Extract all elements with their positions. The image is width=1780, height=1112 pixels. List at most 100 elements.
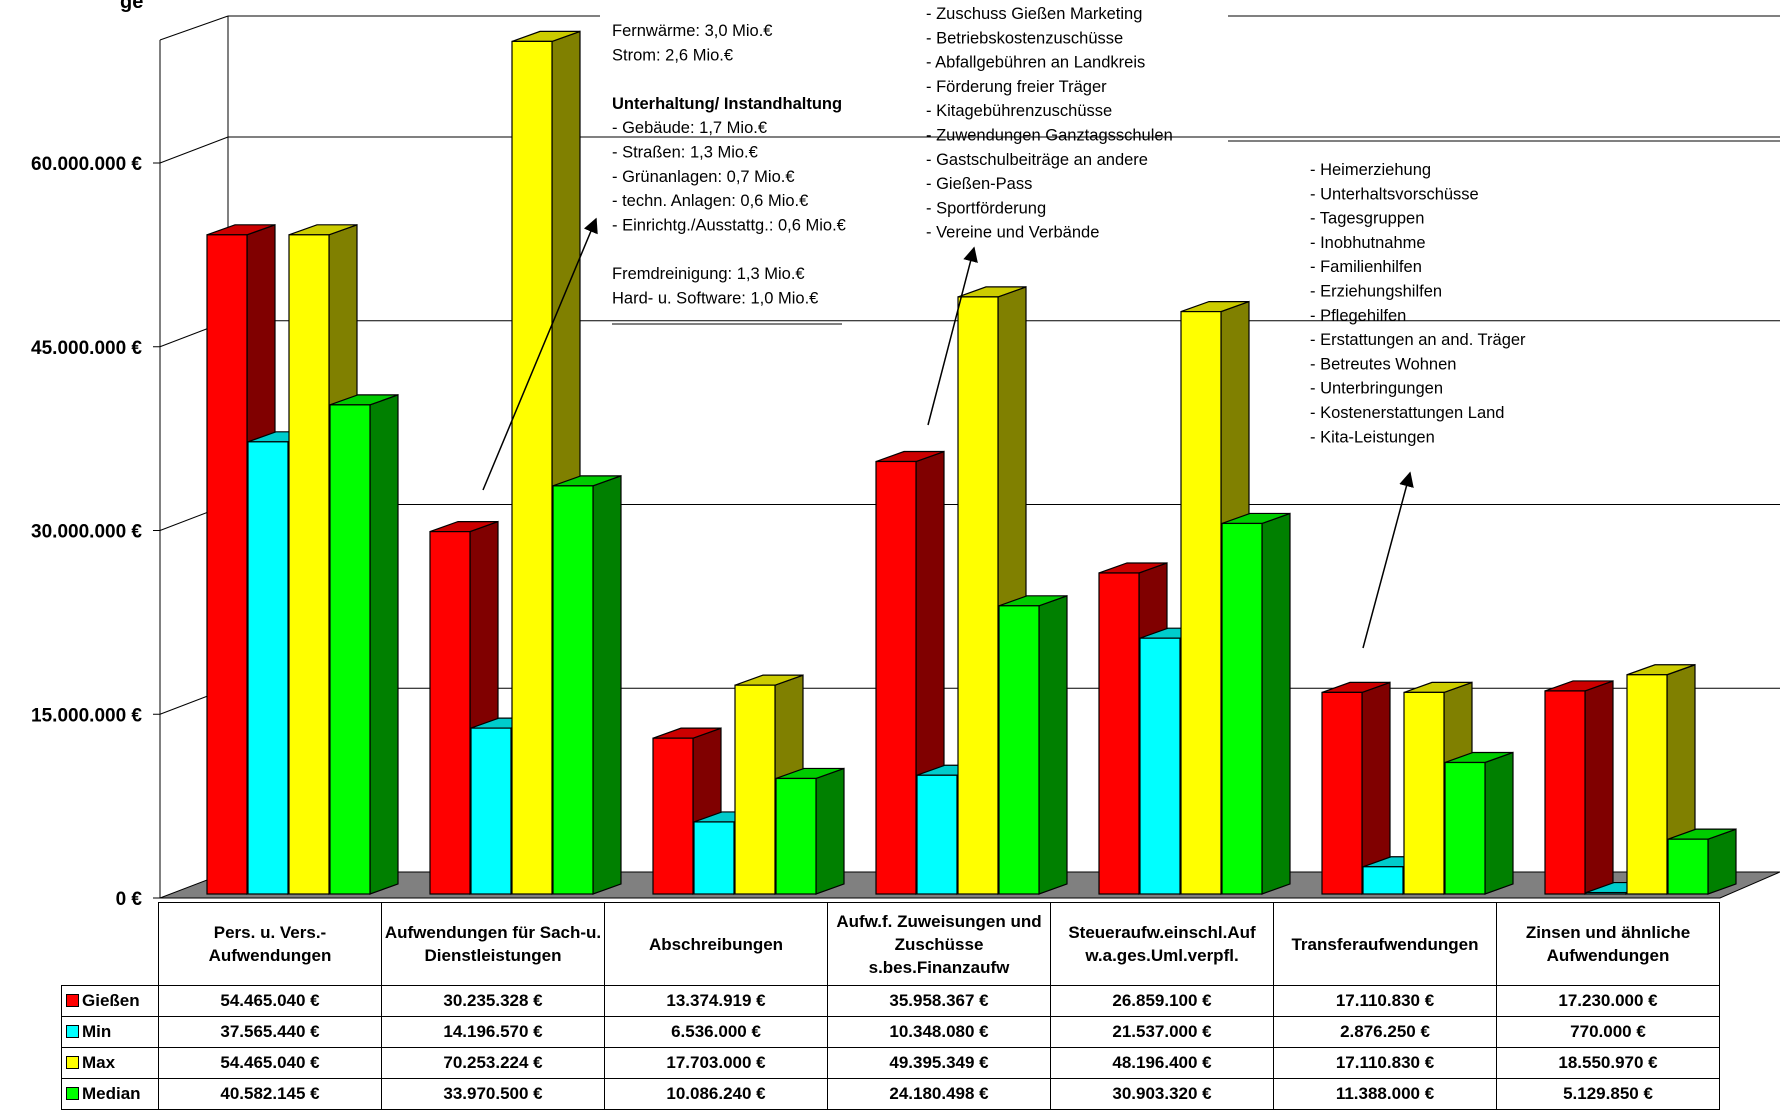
annotation-line: - Gebäude: 1,7 Mio.€ <box>612 119 767 137</box>
annotation-arrow <box>482 217 598 491</box>
table-value-cell: 54.465.040 € <box>158 985 382 1017</box>
annotation-line: - Unterbringungen <box>1310 380 1443 398</box>
table-value-cell: 10.086.240 € <box>604 1078 828 1110</box>
annotation-line: - Betreutes Wohnen <box>1310 355 1456 373</box>
annotation-line: - techn. Anlagen: 0,6 Mio.€ <box>612 192 808 210</box>
table-row: Min 37.565.440 €14.196.570 €6.536.000 €10… <box>61 1016 1720 1048</box>
table-value-cell: 33.970.500 € <box>381 1078 605 1110</box>
bar <box>329 394 399 895</box>
table-value-cell: 11.388.000 € <box>1273 1078 1497 1110</box>
table-header-cell: Aufw.f. Zuweisungen und Zuschüsse s.bes.… <box>827 902 1051 986</box>
annotation-line: - Unterhaltsvorschüsse <box>1310 185 1479 203</box>
table-header-row: Pers. u. Vers.-Aufwendungen Aufwendungen… <box>62 902 1720 986</box>
table-value-cell: 17.703.000 € <box>604 1047 828 1079</box>
legend-cell: Gießen <box>61 985 159 1017</box>
side-wall-top <box>159 15 229 41</box>
table-value-cell: 17.110.830 € <box>1273 1047 1497 1079</box>
y-tick-label: 0 € <box>116 889 143 910</box>
legend-label: Gießen <box>82 991 140 1010</box>
annotation-line: - Grünanlagen: 0,7 Mio.€ <box>612 168 795 186</box>
chart-title: ge <box>120 0 143 13</box>
table-header-cell: Steueraufw.einschl.Auf w.a.ges.Uml.verpf… <box>1050 902 1274 986</box>
table-value-cell: 40.582.145 € <box>158 1078 382 1110</box>
annotation-line: Unterhaltung/ Instandhaltung <box>612 95 842 113</box>
annotation-line: - Inobhutnahme <box>1310 234 1426 252</box>
table-value-cell: 5.129.850 € <box>1496 1078 1720 1110</box>
bars <box>206 30 1737 895</box>
table-value-cell: 70.253.224 € <box>381 1047 605 1079</box>
annotation-zuweisungen: - Zuschuss Gießen Marketing - Betriebskos… <box>926 5 1173 242</box>
legend-swatch <box>66 994 79 1007</box>
annotations: Fernwärme: 3,0 Mio.€ Strom: 2,6 Mio.€ Unte… <box>482 5 1780 649</box>
annotation-line: Hard- u. Software: 1,0 Mio.€ <box>612 289 818 307</box>
table-value-cell: 21.537.000 € <box>1050 1016 1274 1048</box>
y-tick-label: 15.000.000 € <box>31 705 142 726</box>
bar <box>1444 751 1514 895</box>
annotation-line: - Tagesgruppen <box>1310 210 1424 228</box>
y-tick-label: 45.000.000 € <box>31 338 142 359</box>
table-header-cell: Abschreibungen <box>604 902 828 986</box>
table-value-cell: 35.958.367 € <box>827 985 1051 1017</box>
annotation-line: - Erstattungen an and. Träger <box>1310 331 1526 349</box>
annotation-line: - Heimerziehung <box>1310 161 1431 179</box>
table-header-cell: Zinsen und ähnliche Aufwendungen <box>1496 902 1720 986</box>
bar <box>998 594 1068 895</box>
table-value-cell: 26.859.100 € <box>1050 985 1274 1017</box>
bar <box>775 767 845 895</box>
table-value-cell: 10.348.080 € <box>827 1016 1051 1048</box>
annotation-line: - Sportförderung <box>926 199 1046 217</box>
bar <box>1544 680 1614 895</box>
annotation-line: - Kostenerstattungen Land <box>1310 404 1504 422</box>
table-value-cell: 18.550.970 € <box>1496 1047 1720 1079</box>
annotation-transfer: - Heimerziehung - Unterhaltsvorschüsse - T… <box>1310 161 1526 446</box>
annotation-line: - Vereine und Verbände <box>926 224 1099 242</box>
legend-cell: Median <box>61 1078 159 1110</box>
bar <box>1321 681 1391 895</box>
legend-swatch <box>66 1025 79 1038</box>
table-header-cell: Pers. u. Vers.-Aufwendungen <box>158 902 382 986</box>
table-value-cell: 54.465.040 € <box>158 1047 382 1079</box>
annotation-line: Strom: 2,6 Mio.€ <box>612 46 733 64</box>
table-value-cell: 49.395.349 € <box>827 1047 1051 1079</box>
annotation-line: - Abfallgebühren an Landkreis <box>926 54 1145 72</box>
bar <box>552 475 622 895</box>
table-value-cell: 30.903.320 € <box>1050 1078 1274 1110</box>
bar <box>957 286 1027 895</box>
legend-label: Max <box>82 1053 116 1072</box>
annotation-line: - Pflegehilfen <box>1310 307 1406 325</box>
annotation-line: - Gastschulbeiträge an andere <box>926 151 1148 169</box>
annotation-line: - Förderung freier Träger <box>926 78 1107 96</box>
table-header-cell: Transferaufwendungen <box>1273 902 1497 986</box>
annotation-line: - Kita-Leistungen <box>1310 428 1435 446</box>
y-tick-label: 30.000.000 € <box>31 522 142 543</box>
table-value-cell: 48.196.400 € <box>1050 1047 1274 1079</box>
annotation-line: Fremdreinigung: 1,3 Mio.€ <box>612 265 805 283</box>
annotation-line: - Gießen-Pass <box>926 175 1032 193</box>
table-row: Max 54.465.040 €70.253.224 €17.703.000 €4… <box>61 1047 1720 1079</box>
annotation-line: - Kitagebührenzuschüsse <box>926 102 1112 120</box>
table-header-cell: Aufwendungen für Sach-u. Dienstleistunge… <box>381 902 605 986</box>
table-corner <box>62 903 159 986</box>
bar <box>1667 828 1737 895</box>
grid-line-side <box>159 136 229 164</box>
annotation-line: - Zuschuss Gießen Marketing <box>926 5 1142 23</box>
annotation-line: - Betriebskostenzuschüsse <box>926 29 1123 47</box>
legend-swatch <box>66 1056 79 1069</box>
table-value-cell: 17.230.000 € <box>1496 985 1720 1017</box>
annotation-line: - Zuwendungen Ganztagsschulen <box>926 127 1173 145</box>
bar <box>1221 512 1291 895</box>
annotation-arrow <box>1362 471 1414 649</box>
table-value-cell: 37.565.440 € <box>158 1016 382 1048</box>
table-value-cell: 2.876.250 € <box>1273 1016 1497 1048</box>
legend-cell: Min <box>61 1016 159 1048</box>
annotation-line: - Einrichtg./Ausstattg.: 0,6 Mio.€ <box>612 216 846 234</box>
table-value-cell: 770.000 € <box>1496 1016 1720 1048</box>
table-value-cell: 13.374.919 € <box>604 985 828 1017</box>
legend-label: Min <box>82 1022 112 1041</box>
annotation-line: - Erziehungshilfen <box>1310 283 1442 301</box>
y-axis-ticks: 0 € 15.000.000 € 30.000.000 € 45.000.000 € 6… <box>31 154 160 910</box>
table-value-cell: 30.235.328 € <box>381 985 605 1017</box>
annotation-arrow <box>927 246 978 426</box>
annotation-line: - Familienhilfen <box>1310 258 1422 276</box>
